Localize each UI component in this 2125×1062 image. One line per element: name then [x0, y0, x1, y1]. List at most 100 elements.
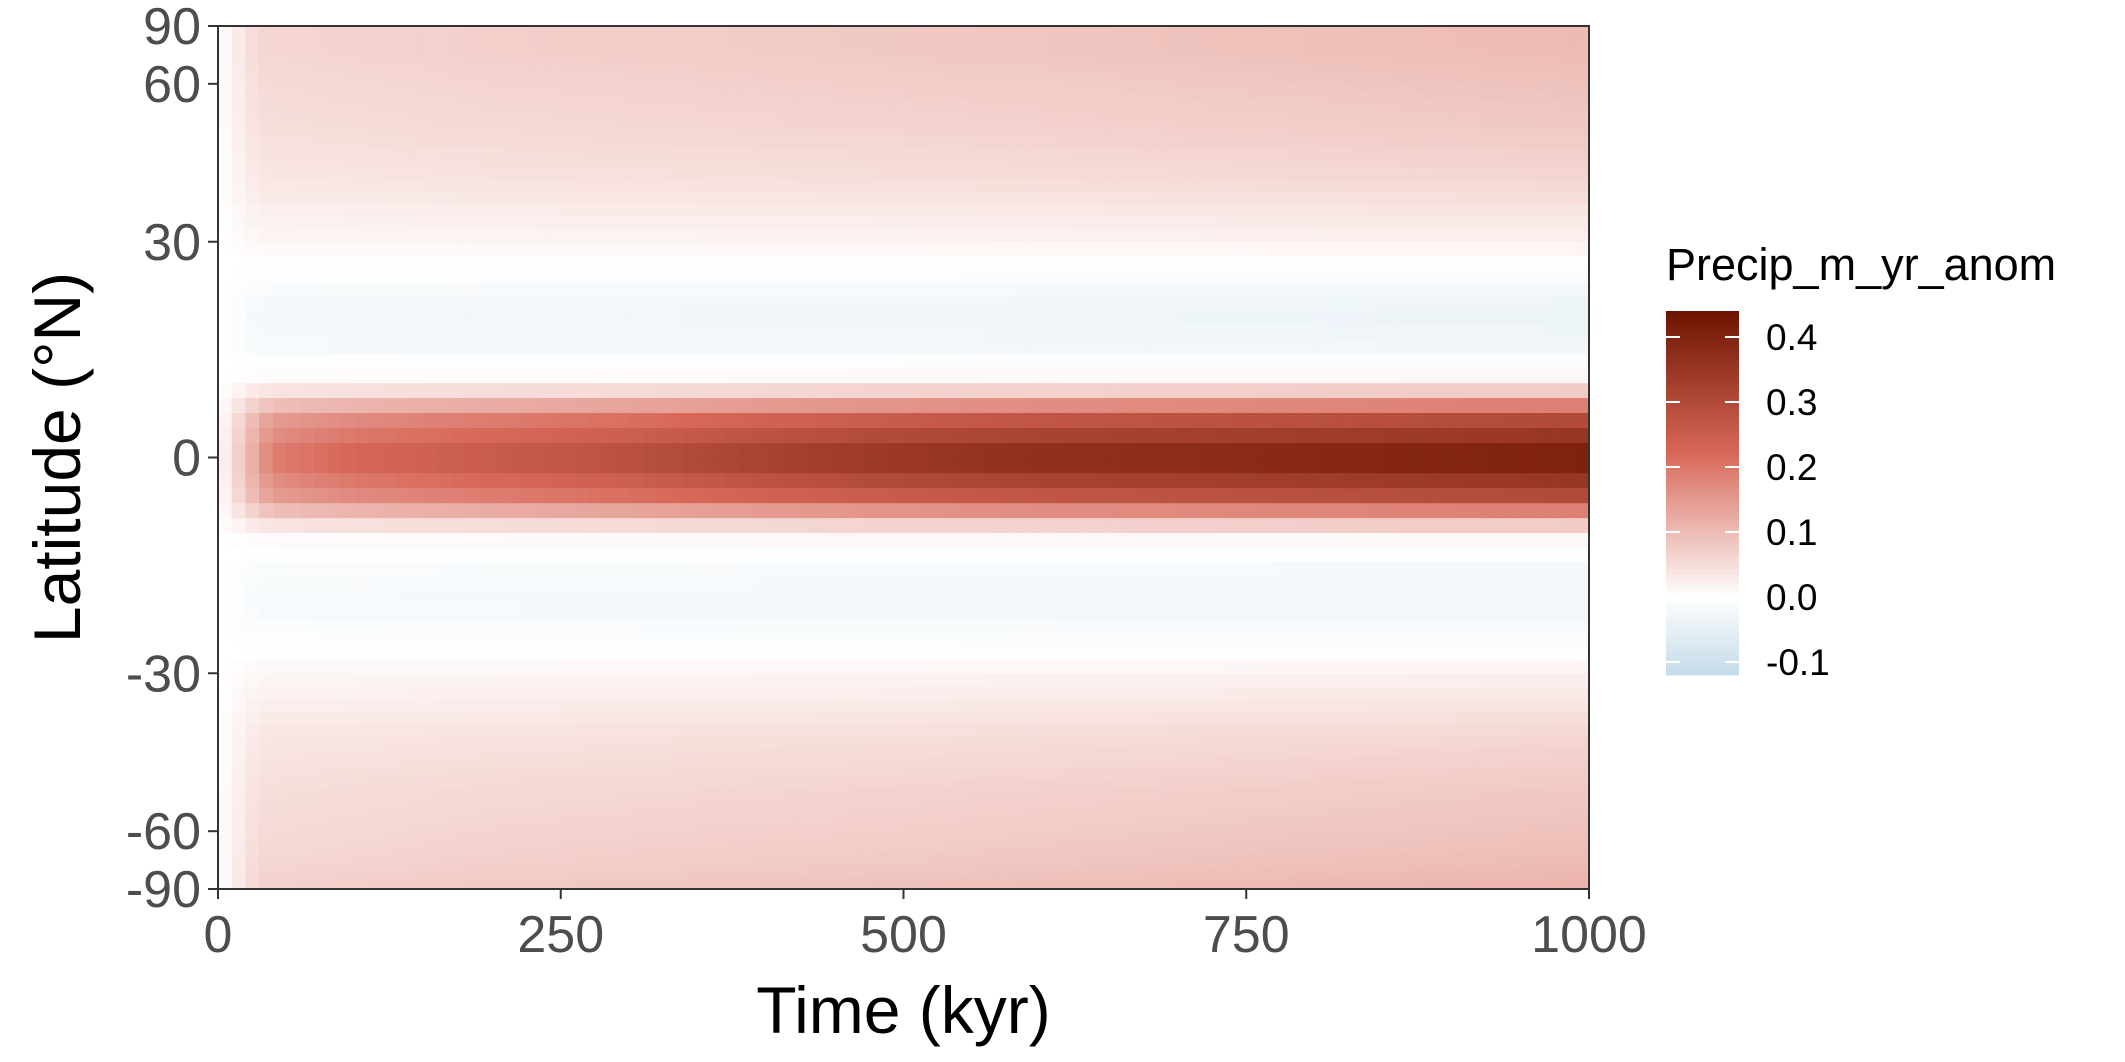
heatmap-cell	[903, 281, 918, 297]
heatmap-cell	[451, 711, 466, 724]
heatmap-cell	[889, 27, 905, 29]
heatmap-cell	[382, 882, 397, 886]
heatmap-cell	[574, 35, 589, 40]
heatmap-cell	[588, 851, 603, 859]
heatmap-cell	[519, 502, 534, 519]
heatmap-cell	[780, 281, 795, 297]
heatmap-cell	[464, 619, 480, 634]
heatmap-cell	[711, 397, 726, 413]
heatmap-cell	[944, 862, 959, 869]
heatmap-cell	[697, 191, 713, 205]
heatmap-cell	[780, 882, 795, 886]
heatmap-cell	[259, 353, 274, 369]
heatmap-cell	[793, 126, 809, 138]
heatmap-cell	[245, 30, 260, 34]
heatmap-cell	[643, 879, 658, 884]
heatmap-cell	[300, 30, 315, 34]
heatmap-cell	[738, 126, 754, 138]
heatmap-cell	[368, 35, 384, 40]
heatmap-cell	[711, 216, 726, 230]
heatmap-cell	[711, 117, 726, 128]
heatmap-cell	[684, 228, 699, 243]
heatmap-cell	[478, 309, 493, 325]
heatmap-cell	[862, 216, 877, 230]
heatmap-cell	[766, 806, 781, 816]
heatmap-cell	[464, 815, 480, 825]
heatmap-cell	[793, 216, 809, 230]
heatmap-cell	[423, 28, 438, 31]
heatmap-cell	[478, 99, 493, 110]
heatmap-cell	[601, 281, 617, 297]
heatmap-cell	[629, 561, 644, 578]
heatmap-cell	[382, 711, 397, 724]
heatmap-cell	[615, 872, 630, 877]
heatmap-cell	[231, 241, 247, 256]
heatmap-cell	[519, 324, 534, 340]
heatmap-cell	[492, 517, 507, 534]
heatmap-cell	[218, 324, 233, 340]
heatmap-cell	[272, 27, 288, 29]
heatmap-cell	[821, 99, 836, 110]
heatmap-cell	[711, 353, 726, 369]
heatmap-cell	[231, 823, 247, 832]
heatmap-cell	[245, 382, 260, 399]
heatmap-cell	[876, 746, 891, 758]
heatmap-cell	[409, 28, 425, 31]
heatmap-cell	[286, 309, 301, 325]
heatmap-cell	[368, 203, 384, 217]
heatmap-cell	[766, 472, 781, 489]
heatmap-cell	[519, 711, 534, 724]
heatmap-cell	[547, 57, 562, 64]
heatmap-cell	[834, 876, 850, 881]
heatmap-cell	[601, 886, 617, 889]
heatmap-cell	[519, 117, 534, 128]
heatmap-cell	[327, 228, 342, 243]
heatmap-cell	[547, 157, 562, 170]
heatmap-cell	[889, 47, 905, 53]
heatmap-cell	[917, 686, 932, 700]
heatmap-cell	[889, 590, 905, 606]
heatmap-cell	[876, 147, 891, 159]
heatmap-cell	[245, 309, 260, 325]
heatmap-cell	[944, 63, 959, 71]
heatmap-cell	[409, 547, 425, 563]
heatmap-cell	[684, 686, 699, 700]
heatmap-cell	[780, 63, 795, 71]
heatmap-cell	[834, 367, 850, 384]
heatmap-cell	[327, 590, 342, 606]
heatmap-cell	[725, 867, 740, 873]
heatmap-cell	[958, 268, 973, 283]
heatmap-cell	[821, 382, 836, 399]
heatmap-cell	[725, 442, 740, 459]
heatmap-cell	[355, 872, 370, 877]
heatmap-cell	[218, 281, 233, 297]
heatmap-cell	[560, 57, 576, 64]
heatmap-cell	[451, 47, 466, 53]
heatmap-cell	[423, 30, 438, 34]
heatmap-cell	[368, 711, 384, 724]
heatmap-cell	[834, 686, 850, 700]
heatmap-cell	[478, 686, 493, 700]
heatmap-cell	[876, 382, 891, 399]
heatmap-cell	[492, 788, 507, 799]
heatmap-cell	[327, 57, 342, 64]
heatmap-cell	[766, 126, 781, 138]
heatmap-cell	[793, 823, 809, 832]
heatmap-cell	[286, 711, 301, 724]
heatmap-cell	[930, 27, 946, 29]
heatmap-cell	[505, 254, 521, 269]
heatmap-cell	[725, 47, 740, 53]
heatmap-cell	[958, 757, 973, 769]
heatmap-cell	[286, 126, 301, 138]
heatmap-cell	[917, 63, 932, 71]
heatmap-cell	[643, 367, 658, 384]
heatmap-cell	[382, 367, 397, 384]
heatmap-cell	[574, 397, 589, 413]
heatmap-cell	[478, 353, 493, 369]
heatmap-cell	[259, 806, 274, 816]
heatmap-cell	[218, 561, 233, 578]
heatmap-cell	[944, 397, 959, 413]
heatmap-cell	[218, 884, 233, 888]
heatmap-cell	[272, 427, 288, 444]
heatmap-cell	[876, 605, 891, 620]
